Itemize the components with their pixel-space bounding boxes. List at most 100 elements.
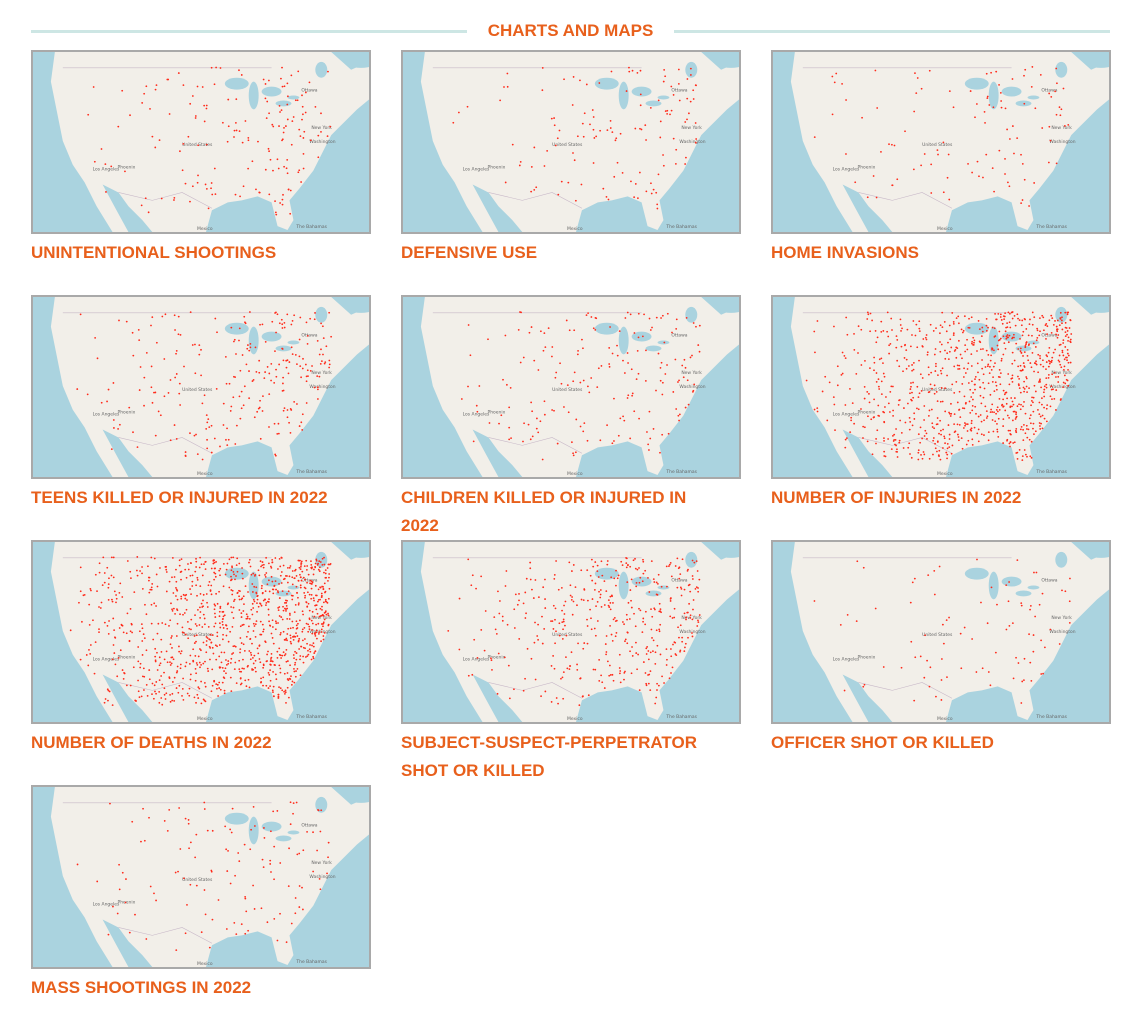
incident-dot <box>128 406 131 409</box>
incident-dot <box>629 313 632 316</box>
incident-dot <box>504 334 507 337</box>
incident-dot <box>948 324 951 327</box>
incident-dot <box>235 129 238 132</box>
incident-dot <box>319 598 321 601</box>
incident-dot <box>213 83 216 86</box>
incident-dot <box>571 441 573 444</box>
incident-dot <box>841 82 843 85</box>
incident-dot <box>81 620 83 623</box>
incident-dot <box>1032 422 1035 425</box>
incident-dot <box>281 198 284 201</box>
incident-dot <box>215 592 218 595</box>
incident-dot <box>626 631 629 634</box>
incident-dot <box>1029 362 1032 364</box>
incident-dot <box>1030 399 1033 402</box>
incident-dot <box>903 407 905 409</box>
incident-dot <box>1008 334 1011 337</box>
incident-dot <box>216 687 218 690</box>
incident-dot <box>178 392 181 395</box>
incident-dot <box>667 432 670 435</box>
incident-dot <box>172 607 175 610</box>
incident-dot <box>114 663 117 666</box>
incident-dot <box>633 410 636 413</box>
incident-dot <box>234 645 237 648</box>
incident-dot <box>280 616 283 618</box>
incident-dot <box>613 397 615 400</box>
incident-dot <box>326 601 329 604</box>
incident-dot <box>1018 387 1021 389</box>
incident-dot <box>195 566 198 568</box>
incident-dot <box>289 637 292 639</box>
incident-dot <box>282 382 284 385</box>
incident-dot <box>175 350 178 352</box>
incident-dot <box>647 658 650 661</box>
incident-dot <box>276 939 279 942</box>
incident-dot <box>223 689 226 692</box>
lake <box>275 345 292 352</box>
incident-dot <box>210 641 213 644</box>
incident-dot <box>261 591 264 594</box>
incident-dot <box>613 577 616 580</box>
incident-dot <box>316 375 319 378</box>
incident-dot <box>256 610 258 613</box>
card-title: DEFENSIVE USE <box>401 243 538 262</box>
incident-dot <box>281 327 284 329</box>
incident-dot <box>895 346 898 349</box>
incident-dot <box>199 593 202 595</box>
incident-dot <box>913 699 916 702</box>
incident-dot <box>623 419 626 422</box>
header-rule <box>674 30 1110 33</box>
incident-dot <box>155 573 158 576</box>
incident-dot <box>123 672 126 675</box>
incident-dot <box>891 329 893 331</box>
incident-dot <box>226 427 228 430</box>
incident-dot <box>274 664 276 667</box>
incident-dot <box>986 415 989 418</box>
incident-dot <box>165 571 168 573</box>
incident-dot <box>509 387 512 389</box>
incident-dot <box>541 642 544 645</box>
incident-dot <box>645 647 648 650</box>
incident-dot <box>239 417 242 420</box>
incident-dot <box>231 565 233 568</box>
incident-dot <box>639 93 642 96</box>
incident-dot <box>845 437 848 440</box>
border <box>802 557 1012 699</box>
incident-dot <box>955 356 958 359</box>
incident-dot <box>284 607 286 610</box>
incident-dot <box>224 573 227 576</box>
incident-dot <box>1026 436 1029 439</box>
incident-dot <box>259 620 262 623</box>
incident-dot <box>1056 336 1059 339</box>
incident-dot <box>927 373 930 376</box>
incident-dot <box>271 689 274 692</box>
incident-dot <box>947 358 950 360</box>
incident-dot <box>293 657 295 659</box>
incident-dot <box>203 563 205 566</box>
incident-dot <box>518 599 520 602</box>
incident-dot <box>898 439 901 442</box>
incident-dot <box>1039 330 1041 333</box>
incident-dot <box>188 627 191 630</box>
incident-dot <box>467 385 469 388</box>
incident-dot <box>1002 353 1005 356</box>
incident-dot <box>203 623 206 626</box>
incident-dot <box>178 650 181 653</box>
incident-dot <box>256 594 259 597</box>
incident-dot <box>144 603 146 606</box>
incident-dot <box>1029 605 1032 607</box>
incident-dot <box>604 643 607 645</box>
incident-dot <box>265 572 268 574</box>
incident-dot <box>813 600 816 602</box>
incident-dot <box>937 454 940 457</box>
incident-dot <box>1006 336 1009 339</box>
incident-dot <box>1039 73 1042 76</box>
incident-dot <box>626 397 629 399</box>
incident-dot <box>1067 384 1070 387</box>
incident-dot <box>673 616 676 619</box>
incident-dot <box>586 569 589 572</box>
incident-dot <box>689 67 692 70</box>
incident-dot <box>232 645 235 648</box>
incident-dot <box>218 655 221 658</box>
incident-dot <box>279 654 282 657</box>
